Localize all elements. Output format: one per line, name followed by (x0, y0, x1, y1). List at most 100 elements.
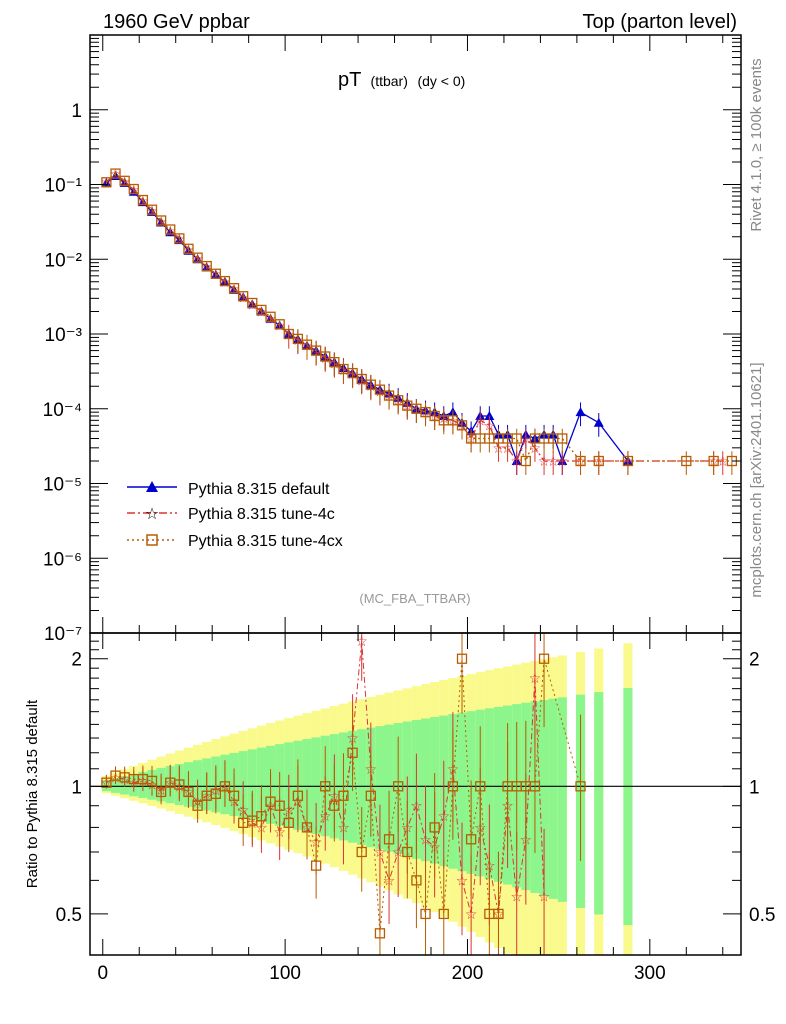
ratio-point-4cx (192, 800, 203, 811)
main-ytick-label: 10⁻² (45, 250, 83, 271)
ratio-ytick-label-left: 1 (71, 777, 82, 798)
main-point-4cx (192, 252, 203, 263)
ratio-point-4cx (219, 781, 231, 792)
ratio-band-inner (375, 726, 385, 850)
ratio-band-inner (548, 698, 558, 899)
ratio-point-4cx (210, 788, 221, 799)
ratio-ytick-label-right: 2 (749, 650, 760, 671)
ratio-axes: 0.5 0.5 1 1 2 2 0 100 200 300 (56, 633, 775, 984)
main-point-4cx (101, 177, 112, 188)
ratio-point-4cx (320, 781, 331, 792)
main-axes: 1 10⁻¹ 10⁻² 10⁻³ 10⁻⁴ 10⁻⁵ 10⁻⁶ 10⁻⁷ (43, 35, 741, 645)
main-point-4cx (292, 333, 304, 345)
ratio-point-4c: ☆ (529, 670, 542, 686)
ratio-band-inner (539, 700, 549, 896)
main-point-4cx (681, 455, 692, 467)
ratio-point-4c: ☆ (392, 844, 405, 860)
header-right: Top (parton level) (582, 11, 737, 33)
main-point-4cx (137, 194, 149, 206)
main-point-4cx (247, 297, 258, 309)
ratio-point-4cx (575, 781, 586, 792)
title-small: (ttbar) (371, 73, 408, 89)
ratio-band-inner (623, 687, 633, 926)
ratio-series-layer: ☆☆☆☆☆☆☆☆☆☆☆☆☆☆☆☆☆☆☆☆☆☆☆☆☆☆☆☆☆☆☆☆☆☆☆☆☆☆☆☆… (100, 633, 586, 955)
main-point-4cx (228, 283, 240, 294)
ratio-band-inner (247, 749, 257, 820)
ratio-point-4cx (283, 817, 294, 829)
ratio-band-inner (484, 708, 494, 880)
main-ytick-label: 10⁻⁷ (44, 624, 82, 645)
main-point-4cx (110, 168, 121, 179)
main-point-4c: ☆ (483, 417, 496, 433)
ratio-point-4c: ☆ (437, 808, 450, 824)
ratio-xtick-label: 200 (452, 963, 484, 984)
ratio-frame (89, 632, 742, 956)
ratio-band-inner (256, 747, 266, 822)
ratio-band-inner (384, 724, 394, 852)
main-point-4cx (310, 345, 322, 356)
main-series-layer: ☆☆☆☆☆☆☆☆☆☆☆☆☆☆☆☆☆☆☆☆☆☆☆☆☆☆☆☆☆☆☆☆☆☆☆☆☆☆☆☆… (100, 166, 738, 475)
ratio-point-4cx (183, 786, 194, 798)
ratio-point-4cx (356, 846, 367, 858)
ratio-point-4c: ☆ (419, 831, 432, 847)
mcplots-label: mcplots.cern.ch [arXiv:2401.10621] (748, 362, 765, 597)
ratio-point-4cx (228, 790, 240, 801)
main-point-4cx (174, 233, 185, 244)
main-point-4cx (575, 455, 586, 467)
main-point-4cx (320, 351, 331, 362)
ratio-point-4cx (329, 800, 340, 811)
main-point-4cx (183, 243, 194, 254)
main-ytick-label: 1 (71, 101, 82, 122)
ratio-point-4cx (374, 928, 386, 939)
ratio-point-4cx (420, 908, 431, 920)
plot-title: pT (ttbar) (dy < 0) (338, 69, 465, 91)
main-point-4c: ☆ (547, 453, 560, 469)
ratio-point-4cx (402, 846, 413, 858)
header-left: 1960 GeV ppbar (103, 11, 250, 33)
ratio-band-inner (457, 712, 467, 872)
ratio-ytick-label-right: 0.5 (749, 905, 775, 926)
ratio-band-inner (557, 697, 567, 902)
ratio-ylabel: Ratio to Pythia 8.315 default (24, 699, 41, 888)
main-point-4cx (155, 215, 167, 226)
ratio-point-4cx (447, 781, 459, 792)
main-point-default (593, 417, 604, 427)
ratio-point-4cx (347, 747, 358, 758)
ratio-point-4cx (292, 790, 304, 801)
main-point-4cx (146, 204, 158, 215)
main-point-4c: ☆ (538, 453, 551, 469)
main-point-4cx (238, 291, 249, 302)
ratio-point-4cx (438, 908, 449, 920)
ratio-point-4cx (456, 653, 468, 664)
legend-label-4c: Pythia 8.315 tune-4c (188, 506, 335, 523)
ratio-point-4cx (365, 790, 376, 801)
ratio-band-inner (110, 777, 121, 793)
main-point-default (484, 410, 495, 420)
ratio-point-4cx (529, 781, 541, 792)
main-point-4cx (708, 455, 719, 467)
main-point-4cx (511, 433, 522, 444)
ratio-point-4cx (174, 779, 185, 790)
ratio-band-inner (594, 692, 604, 915)
ratio-point-4c: ☆ (456, 872, 469, 888)
ratio-point-4cx (383, 834, 395, 845)
ratio-point-4cx (393, 781, 404, 792)
ratio-point-4cx (465, 834, 477, 845)
ratio-band-inner (302, 739, 312, 832)
ratio-band-inner (357, 729, 367, 845)
main-point-4c: ☆ (474, 412, 487, 428)
legend-marker-4c: ☆ (145, 506, 159, 523)
analysis-watermark: (MC_FBA_TTBAR) (359, 591, 470, 606)
main-point-4c: ☆ (510, 453, 523, 469)
ratio-point-4cx (338, 790, 349, 801)
main-point-4cx (210, 268, 221, 279)
ratio-point-4cx (429, 822, 440, 833)
ratio-ytick-label-left: 2 (71, 650, 82, 671)
ratio-xtick-label: 300 (634, 963, 666, 984)
rivet-label: Rivet 4.1.0, ≥ 100k events (748, 58, 765, 231)
ratio-point-4cx (493, 908, 504, 920)
main-point-4cx (374, 384, 386, 395)
main-point-4cx (520, 455, 531, 467)
main-point-4cx (329, 357, 340, 368)
